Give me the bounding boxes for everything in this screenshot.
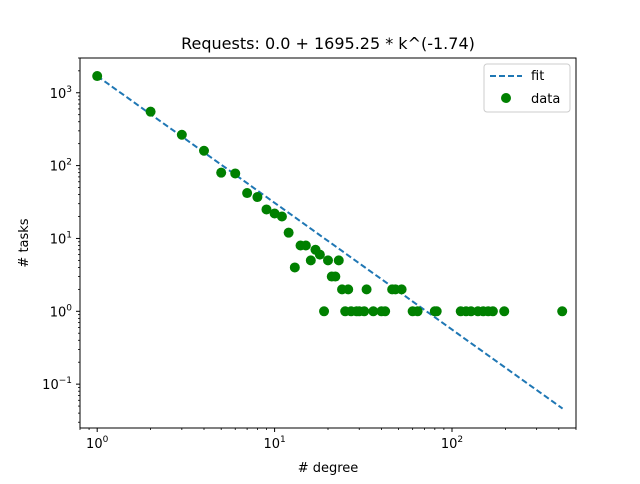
data-point: [300, 240, 311, 251]
fit-line: [96, 75, 564, 410]
x-tick-label: 101: [263, 435, 285, 452]
legend-fit-label: fit: [531, 69, 544, 84]
y-axis-label: # tasks: [17, 218, 32, 267]
legend-data-label: data: [531, 92, 560, 107]
x-tick-label: 100: [86, 435, 109, 452]
data-point: [412, 306, 423, 317]
data-point: [330, 271, 341, 282]
chart-title: Requests: 0.0 + 1695.25 * k^(-1.74): [181, 34, 475, 53]
data-point: [319, 306, 330, 317]
data-point: [261, 204, 272, 215]
data-point: [314, 249, 325, 260]
data-point: [396, 284, 407, 295]
y-tick-label: 10−1: [42, 376, 72, 393]
data-point: [92, 71, 103, 82]
data-point: [359, 306, 370, 317]
axis-ticks: 100 101 102 10−1 100 101 102 103: [42, 57, 577, 452]
data-point: [199, 145, 209, 156]
data-point: [252, 192, 263, 203]
data-point: [216, 167, 227, 178]
data-point: [557, 306, 568, 317]
data-point: [176, 129, 187, 140]
data-point: [368, 306, 379, 317]
data-point: [305, 255, 316, 266]
data-point: [499, 306, 510, 317]
data-point: [431, 306, 442, 317]
data-point: [289, 262, 300, 273]
data-point: [323, 255, 333, 266]
y-tick-label: 103: [50, 85, 72, 102]
data-point: [276, 211, 287, 222]
x-axis-label: # degree: [298, 461, 359, 476]
x-tick-label: 102: [441, 435, 463, 452]
plot-area: [92, 71, 568, 410]
legend: fit data: [483, 63, 571, 113]
legend-data-swatch: [501, 93, 511, 103]
data-point: [466, 306, 477, 317]
data-point: [283, 227, 294, 238]
y-tick-label: 101: [50, 230, 72, 247]
data-point: [361, 284, 372, 295]
data-point: [145, 106, 156, 117]
data-point: [487, 306, 498, 317]
data-point: [333, 255, 344, 266]
data-point: [343, 284, 354, 295]
data-point: [230, 168, 241, 179]
y-tick-label: 100: [50, 303, 73, 320]
y-tick-label: 102: [50, 158, 72, 175]
data-point: [380, 306, 391, 317]
data-point: [242, 188, 253, 199]
